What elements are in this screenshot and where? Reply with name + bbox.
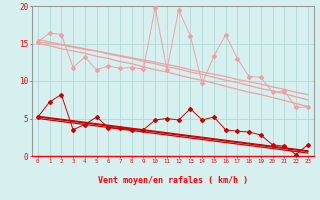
X-axis label: Vent moyen/en rafales ( km/h ): Vent moyen/en rafales ( km/h )	[98, 176, 248, 185]
